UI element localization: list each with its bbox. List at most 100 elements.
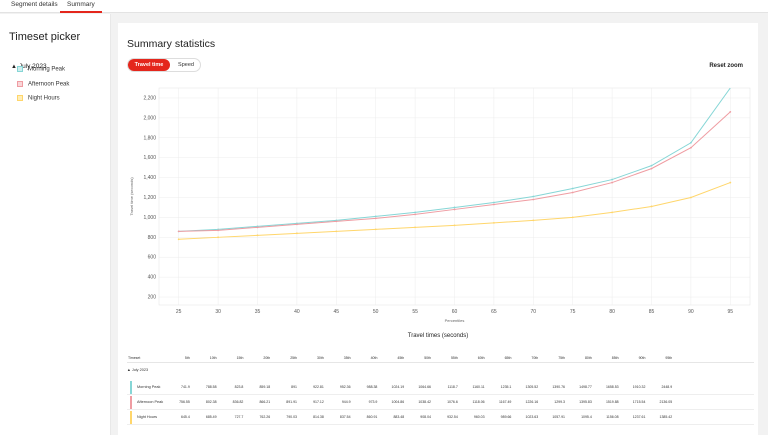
data-point [611,211,613,214]
tab-summary[interactable]: Summary [60,1,102,13]
row-color-marker [130,411,132,424]
table-cell: 891 [291,385,297,389]
table-cell: 836.82 [232,400,244,404]
column-header[interactable]: 30th [316,356,324,360]
data-point [414,211,416,214]
x-tick-label: 65 [491,309,497,315]
x-axis-label: Percentiles [445,318,465,323]
table-cell: 960.03 [473,415,485,419]
table-cell: 685.49 [205,415,217,419]
table-cell: 1167.49 [498,400,512,404]
reset-zoom-button[interactable]: Reset zoom [709,63,743,69]
table-cell: 1023.63 [525,415,539,419]
table-cell: 908.04 [420,415,431,419]
table-cell: 952.36 [339,385,351,389]
table-cell: 1715.54 [632,400,646,404]
table-cell: 891.91 [286,400,297,404]
column-header[interactable]: 15th [236,356,244,360]
table-cell: 1235.1 [500,385,512,389]
table-title: Travel times (seconds) [407,333,469,339]
y-tick-label: 1,600 [143,155,156,161]
travel-time-button[interactable]: Travel time [128,59,170,71]
table-cell: 1038.42 [418,400,431,404]
y-tick-label: 2,000 [143,115,156,121]
column-header[interactable]: 5th [184,356,190,360]
table-cell: 823.8 [234,385,244,389]
tab-segment-details[interactable]: Segment details [11,1,58,8]
x-tick-label: 95 [728,309,734,315]
row-color-marker [130,381,132,394]
data-point [217,236,219,239]
item-label: Afternoon Peak [28,81,70,88]
x-tick-label: 50 [373,309,379,315]
table-cell: 788.58 [205,385,217,389]
column-header[interactable]: 65th [504,356,512,360]
data-point [690,146,692,149]
data-point [296,232,298,235]
data-point [374,215,377,218]
column-header[interactable]: 50th [424,356,431,360]
data-point [335,220,338,223]
data-point [571,187,574,190]
data-point [414,226,416,229]
column-header[interactable]: 45th [397,356,405,360]
month-toggle[interactable]: ▲ July 2023 [11,63,47,70]
data-point [453,206,456,209]
column-header[interactable]: 10th [209,356,217,360]
table-cell: 645.4 [181,415,190,419]
column-header[interactable]: 55th [450,356,458,360]
chevron-up-icon: ▲ [127,368,131,372]
column-header[interactable]: Timeset [128,356,141,360]
table-cell: 2136.05 [659,400,673,404]
sidebar-item-night-hours[interactable]: Night Hours [17,95,60,102]
data-point [532,219,535,222]
column-header[interactable]: 40th [370,356,378,360]
table-group-row[interactable]: ▲ July 2023 [127,368,148,372]
x-tick-label: 40 [294,309,300,315]
table-cell: 1498.77 [579,385,592,389]
column-header[interactable]: 70th [531,356,539,360]
column-header[interactable]: 20th [263,356,271,360]
top-tab-bar: Segment details Summary [0,0,768,13]
table-cell: 1118.7 [447,385,458,389]
checkbox-icon[interactable] [17,95,23,101]
table-cell: 917.12 [313,400,324,404]
y-tick-label: 400 [148,275,157,281]
column-header[interactable]: 25th [290,356,297,360]
data-point [532,195,535,198]
speed-button[interactable]: Speed [178,62,194,68]
column-header[interactable]: 85th [611,356,619,360]
y-tick-label: 1,800 [143,135,156,141]
sidebar-item-morning-peak[interactable]: Morning Peak [17,66,65,73]
x-tick-label: 85 [649,309,655,315]
table-cell: 1305.52 [525,385,539,389]
table-row: Afternoon Peak 756.55 802.38 836.82 866.21 89… [127,395,754,410]
column-header[interactable]: 35th [343,356,351,360]
travel-time-chart: 25 30 35 40 45 50 55 60 65 70 75 80 85 90 95 200 400 600 8… [129,87,751,323]
y-tick-label: 1,200 [143,195,156,201]
metric-toggle[interactable]: Travel time Speed [127,58,201,72]
column-header[interactable]: 75th [558,356,565,360]
month-label: July 2023 [18,63,47,70]
column-header[interactable]: 95th [665,356,673,360]
row-label: Afternoon Peak [137,400,164,404]
column-header[interactable]: 80th [584,356,592,360]
table-row: Night Hours 645.4 685.49 727.7 762.26 790.03 8… [127,410,754,425]
checkbox-icon[interactable] [17,81,23,87]
column-header[interactable]: 90th [638,356,646,360]
column-header[interactable]: 60th [477,356,485,360]
data-point [611,178,613,181]
data-point [611,181,613,184]
checkbox-icon[interactable] [17,66,23,72]
table-cell: 837.54 [339,415,351,419]
data-point [177,238,180,241]
data-point [335,230,338,233]
x-tick-label: 75 [570,309,576,315]
data-point [217,229,219,232]
x-tick-label: 90 [688,309,694,315]
sidebar-item-afternoon-peak[interactable]: Afternoon Peak [17,81,69,88]
table-row: Morning Peak 741.9 788.58 823.8 859.18 891 922… [127,380,754,395]
table-cell: 989.66 [500,415,512,419]
x-tick-label: 60 [452,309,458,315]
table-cell: 1118.06 [472,400,485,404]
